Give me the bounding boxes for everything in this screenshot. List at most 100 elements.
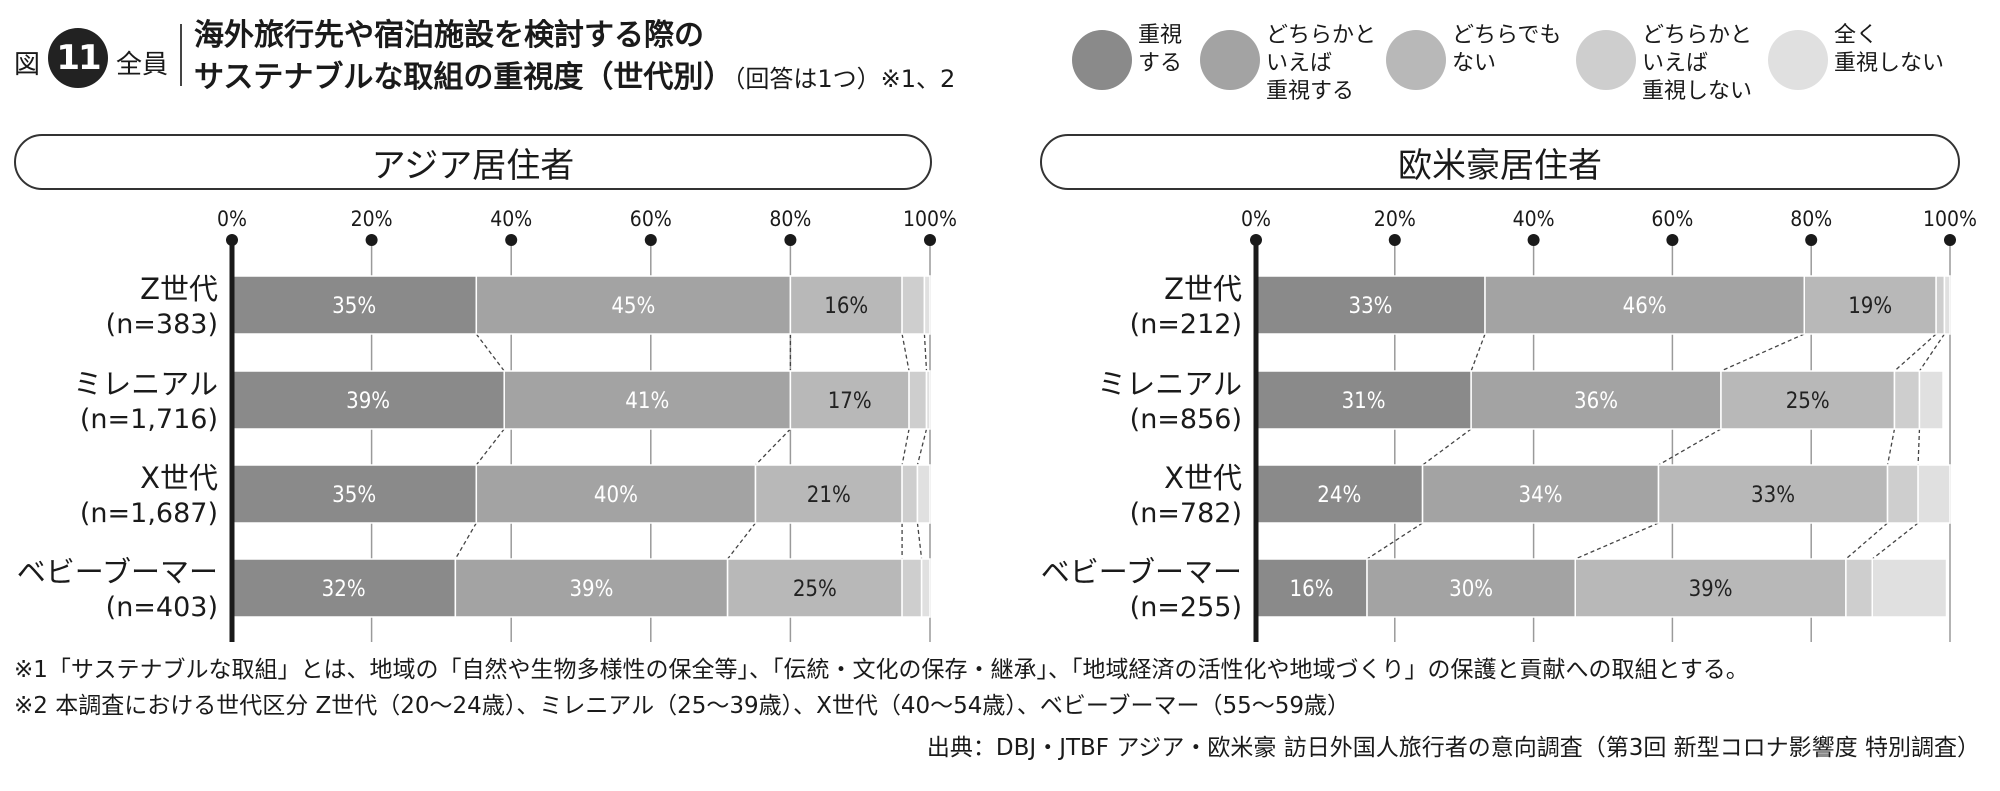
asia-bar-1-4 [925,370,931,430]
western-tick-label-5: 100% [1923,207,1977,231]
western-data-label-3-1: 30% [1449,577,1493,602]
asia-category-label-0: Z世代 [140,272,218,306]
asia-connector-0-2 [901,333,910,372]
panel-title-asia: アジア居住者 [14,134,932,190]
western-bar-1-4 [1918,370,1944,430]
western-bar-3-4 [1871,558,1948,618]
asia-data-label-1-0: 39% [346,389,390,414]
asia-data-label-0-0: 35% [332,294,376,319]
asia-bar-3-4 [920,558,931,618]
figure-label: 図 [14,50,41,80]
asia-tick-label-0: 0% [217,207,247,231]
western-category-label-3: ベビーブーマー [1041,555,1242,589]
asia-bar-0-1 [475,275,792,335]
western-data-label-2-2: 33% [1751,483,1795,508]
legend-swatch-3 [1386,30,1446,90]
asia-tick-dot-5 [924,234,936,246]
western-tick-dot-3 [1666,234,1679,246]
asia-bar-3-3 [901,558,923,618]
western-category-n-0: (n=212) [1130,309,1242,340]
asia-bar-3-2 [726,558,903,618]
asia-tick-label-5: 100% [903,207,957,231]
asia-bar-3-0 [231,558,457,618]
western-bar-0-1 [1484,275,1806,335]
asia-connector-1-3 [916,428,928,466]
western-data-label-2-1: 34% [1519,483,1563,508]
western-data-label-0-2: 19% [1848,294,1892,319]
asia-connector-2-1 [727,522,757,560]
asia-tick-label-3: 60% [630,207,672,231]
western-bar-0-0 [1255,275,1486,335]
asia-bar-1-0 [231,370,505,430]
asia-tick-label-1: 20% [351,207,393,231]
western-data-label-1-0: 31% [1342,389,1386,414]
legend-label-2: どちらかと いえば 重視する [1266,23,1377,104]
asia-tick-dot-4 [784,234,797,246]
western-connector-1-3 [1917,428,1921,466]
western-connector-2-3 [1871,522,1919,560]
western-category-n-2: (n=782) [1130,498,1242,529]
stacked-bar-charts: 0% 20% 40% 60% 80% 100%35% 45% 16%Z世代(n=383)39%… [17,207,1977,642]
asia-data-label-2-1: 40% [594,483,638,508]
chart-title-line2-text: サステナブルな取組の重視度（世代別） [194,60,734,95]
western-category-label-1: ミレニアル [1097,367,1242,401]
western-tick-dot-5 [1944,234,1956,246]
figure-target: 全員 [116,50,169,80]
asia-bar-2-0 [231,464,478,524]
asia-category-n-1: (n=1,716) [80,404,218,435]
western-category-n-3: (n=255) [1130,592,1242,623]
western-data-label-3-2: 39% [1689,577,1733,602]
asia-data-label-0-1: 45% [611,294,655,319]
legend-swatch-2 [1200,30,1260,90]
asia-category-n-3: (n=403) [106,592,218,623]
asia-bar-0-2 [789,275,903,335]
western-data-label-1-2: 25% [1786,389,1830,414]
asia-data-label-2-0: 35% [332,483,376,508]
western-tick-label-1: 20% [1374,207,1416,231]
western-tick-dot-2 [1527,234,1540,246]
asia-bar-2-4 [916,464,931,524]
western-bar-1-2 [1720,370,1896,430]
western-bar-2-4 [1917,464,1951,524]
western-connector-1-1 [1658,428,1722,466]
asia-data-label-2-2: 21% [807,483,851,508]
asia-category-label-3: ベビーブーマー [17,555,218,589]
figure-header: 図 11 全員 海外旅行先や宿泊施設を検討する際の サステナブルな取組の重視度（… [0,0,2000,120]
western-tick-label-4: 80% [1790,207,1832,231]
figure-number-badge: 11 [48,28,108,88]
western-data-label-0-1: 46% [1623,294,1667,319]
asia-connector-2-3 [916,522,923,560]
western-data-label-2-0: 24% [1317,483,1361,508]
western-category-n-1: (n=856) [1130,404,1242,435]
chart-title-note: （回答は1つ）※1、2 [733,65,956,93]
asia-tick-dot-1 [365,234,378,246]
asia-tick-dot-2 [505,234,518,246]
western-bar-0-4 [1943,275,1951,335]
chart-title-line1: 海外旅行先や宿泊施設を検討する際の [194,18,704,53]
asia-bar-0-3 [901,275,926,335]
footnote-2: ※2 本調査における世代区分 Z世代（20〜24歳）、ミレニアル（25〜39歳）… [14,693,1351,719]
asia-category-label-2: X世代 [140,461,218,495]
asia-bar-1-3 [908,370,928,430]
asia-data-label-3-2: 25% [793,577,837,602]
chart-title-line2: サステナブルな取組の重視度（世代別）（回答は1つ）※1、2 [194,52,955,96]
western-bar-0-2 [1803,275,1937,335]
asia-connector-1-0 [475,428,505,466]
legend-label-4: どちらかと いえば 重視しない [1642,23,1753,104]
western-category-label-2: X世代 [1164,461,1242,495]
asia-bar-1-2 [789,370,910,430]
western-tick-dot-4 [1805,234,1818,246]
asia-data-label-3-1: 39% [569,577,613,602]
asia-bar-2-3 [901,464,919,524]
western-connector-1-2 [1886,428,1896,466]
footnotes: ※1「サステナブルな取組」とは、地域の「自然や生物多様性の保全等」、「伝統・文化… [14,652,1749,724]
western-bar-3-3 [1845,558,1874,618]
legend-swatch-1 [1072,30,1132,90]
asia-tick-dot-3 [644,234,657,246]
asia-connector-1-2 [901,428,910,466]
western-data-label-1-1: 36% [1574,389,1618,414]
western-bar-2-3 [1886,464,1919,524]
western-bar-1-3 [1893,370,1921,430]
panel-title-western: 欧米豪居住者 [1040,134,1960,190]
legend-swatch-5 [1768,30,1828,90]
